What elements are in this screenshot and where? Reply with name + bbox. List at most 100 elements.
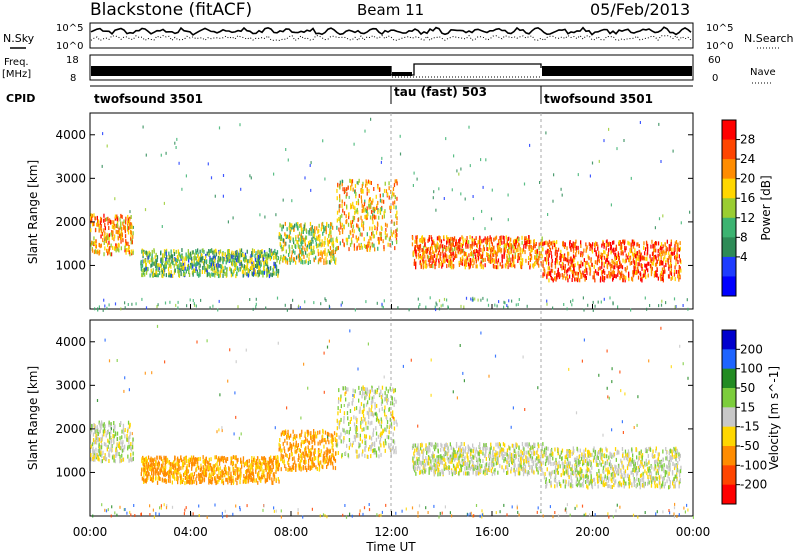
scatter-point: [295, 261, 296, 265]
scatter-point: [330, 231, 331, 235]
scatter-point: [438, 187, 439, 190]
scatter-point: [680, 241, 681, 245]
scatter-point: [570, 266, 571, 270]
scatter-point: [516, 303, 517, 306]
scatter-point: [326, 222, 327, 226]
scatter-point: [344, 211, 345, 215]
scatter-point: [301, 458, 302, 462]
scatter-point: [566, 246, 567, 250]
scatter-point: [436, 245, 437, 249]
scatter-point: [306, 468, 307, 472]
scatter-point: [181, 248, 182, 252]
scatter-point: [303, 466, 304, 470]
scatter-point: [100, 429, 101, 433]
scatter-point: [533, 265, 534, 269]
scatter-point: [361, 402, 362, 406]
scatter-point: [462, 255, 463, 259]
scatter-point: [473, 254, 474, 258]
scatter-point: [383, 193, 384, 197]
scatter-point: [320, 250, 321, 254]
scatter-point: [228, 468, 229, 472]
scatter-point: [312, 240, 313, 244]
scatter-point: [356, 223, 357, 227]
scatter-point: [429, 238, 430, 242]
scatter-point: [323, 261, 324, 265]
scatter-point: [680, 269, 681, 273]
scatter-point: [149, 253, 150, 257]
scatter-point: [268, 269, 269, 273]
scatter-point: [128, 226, 129, 230]
scatter-point: [624, 249, 625, 253]
scatter-point: [172, 258, 173, 262]
scatter-point: [254, 249, 255, 253]
scatter-point: [672, 252, 673, 256]
scatter-point: [617, 305, 618, 308]
scatter-point: [492, 253, 493, 257]
scatter-point: [159, 456, 160, 460]
scatter-point: [310, 436, 311, 440]
scatter-point: [665, 243, 666, 247]
scatter-point: [336, 433, 337, 437]
scatter-point: [689, 211, 690, 214]
scatter-point: [184, 262, 185, 266]
scatter-point: [619, 256, 620, 260]
scatter-point: [464, 260, 465, 264]
scatter-point: [221, 269, 222, 273]
scatter-point: [366, 245, 367, 249]
scatter-point: [358, 386, 359, 390]
scatter-point: [312, 461, 313, 465]
scatter-point: [383, 245, 384, 249]
scatter-point: [550, 241, 551, 245]
scatter-point: [194, 260, 195, 264]
scatter-point: [171, 274, 172, 278]
scatter-point: [494, 258, 495, 262]
scatter-point: [115, 448, 116, 452]
scatter-point: [370, 421, 371, 425]
scatter-point: [658, 241, 659, 245]
scatter-point: [579, 268, 580, 272]
scatter-point: [394, 397, 395, 401]
scatter-point: [435, 308, 436, 311]
scatter-point: [609, 296, 610, 299]
scatter-point: [414, 262, 415, 266]
scatter-point: [174, 458, 175, 462]
scatter-point: [125, 306, 126, 309]
scatter-point: [379, 187, 380, 191]
scatter-point: [604, 298, 605, 301]
scatter-point: [509, 241, 510, 245]
scatter-point: [349, 196, 350, 199]
scatter-point: [111, 444, 112, 448]
scatter-point: [639, 271, 640, 275]
scatter-point: [299, 465, 300, 469]
scatter-point: [211, 472, 212, 476]
scatter-point: [475, 255, 476, 259]
scatter-point: [663, 250, 664, 254]
scatter-point: [476, 243, 477, 247]
scatter-point: [582, 262, 583, 266]
scatter-point: [258, 259, 259, 263]
scatter-point: [649, 304, 650, 307]
scatter-point: [186, 480, 187, 484]
scatter-point: [115, 431, 116, 435]
scatter-point: [275, 213, 276, 216]
scatter-point: [307, 430, 308, 434]
scatter-point: [606, 243, 607, 247]
scatter-point: [120, 440, 121, 444]
scatter-point: [117, 432, 118, 436]
scatter-point: [656, 260, 657, 264]
scatter-point: [572, 259, 573, 263]
scatter-point: [310, 189, 311, 192]
scatter-point: [509, 255, 510, 259]
scatter-point: [381, 199, 382, 203]
scatter-point: [603, 241, 604, 245]
scatter-point: [130, 442, 131, 446]
scatter-point: [476, 236, 477, 240]
scatter-point: [676, 257, 677, 261]
scatter-point: [187, 267, 188, 271]
scatter-point: [249, 174, 250, 177]
scatter-point: [522, 241, 523, 245]
scatter-point: [300, 238, 301, 242]
scatter-point: [117, 450, 118, 454]
scatter-point: [470, 244, 471, 248]
scatter-point: [153, 248, 154, 252]
